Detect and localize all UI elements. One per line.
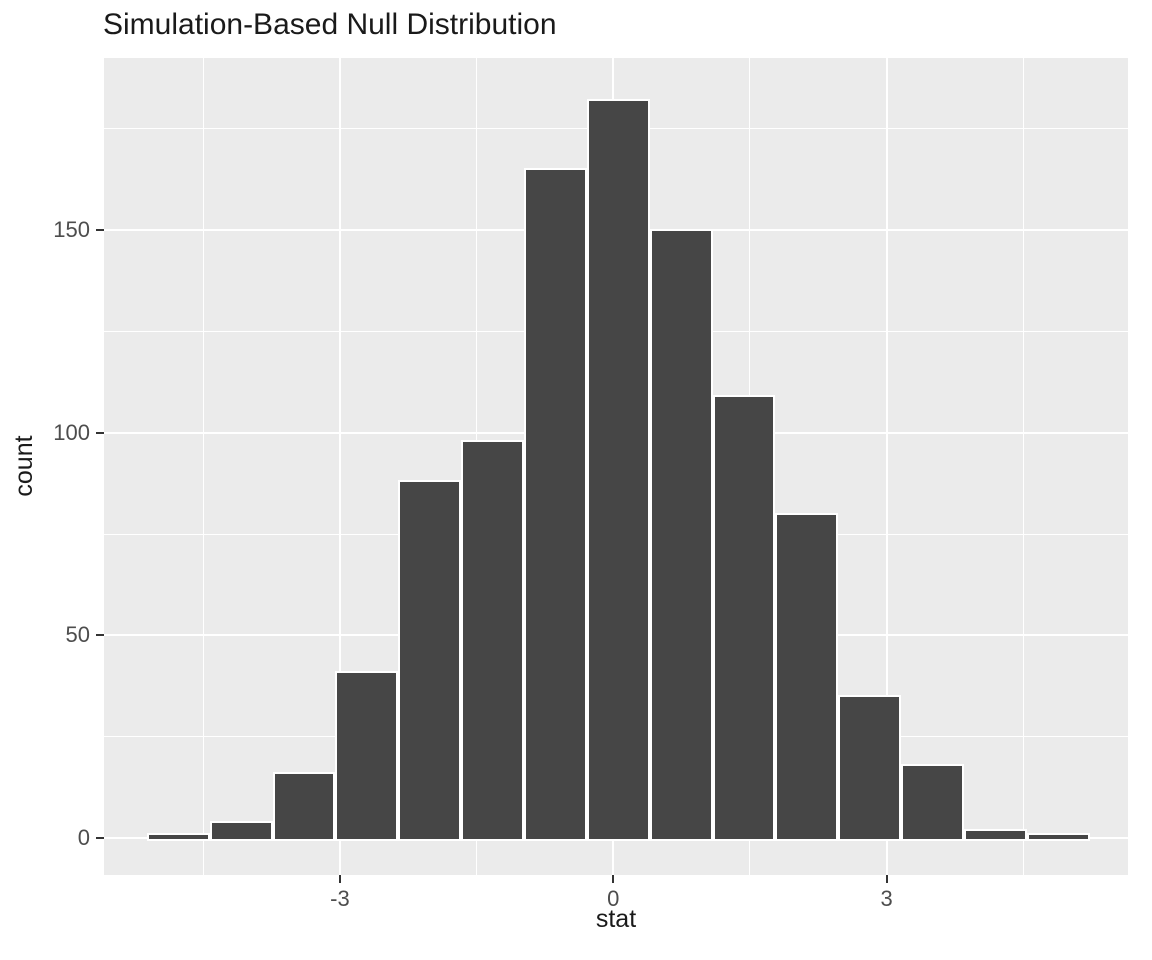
histogram-bar (775, 512, 839, 841)
y-axis-tick-label: 150 (53, 216, 90, 242)
y-axis-tick-label: 100 (53, 419, 90, 445)
x-axis-title: stat (595, 905, 637, 933)
y-axis-tick (96, 837, 104, 840)
histogram-bar (964, 828, 1027, 841)
histogram-bar (461, 439, 524, 841)
histogram-bar (523, 168, 587, 841)
histogram-bar (712, 395, 776, 841)
plot-title: Simulation-Based Null Distribution (103, 8, 557, 41)
histogram-bar (1026, 833, 1090, 841)
x-axis-tick (885, 875, 888, 883)
histogram-bar (209, 820, 273, 841)
x-axis-tick (338, 875, 341, 883)
y-axis-tick (96, 228, 104, 231)
histogram-bar (146, 833, 210, 841)
y-axis-tick-label: 0 (77, 825, 90, 851)
x-axis-tick-label: -3 (330, 886, 350, 911)
gridline-x-minor (202, 58, 204, 875)
histogram-bar (586, 99, 650, 841)
x-axis-tick (612, 875, 615, 883)
histogram-bar (649, 228, 713, 841)
y-axis-tick (96, 634, 104, 637)
y-axis-title: count (10, 435, 38, 497)
x-axis-tick-label: 3 (880, 886, 893, 911)
histogram-bar (838, 695, 902, 841)
histogram-bar (901, 764, 964, 841)
histogram-bar (398, 480, 462, 841)
histogram-bar (335, 670, 399, 841)
y-axis-tick (96, 431, 104, 434)
gridline-x-major (338, 58, 341, 875)
plot-panel (104, 58, 1128, 875)
gridline-x-major (885, 58, 888, 875)
x-axis-tick-label: 0 (607, 886, 620, 911)
y-axis-tick-label: 50 (65, 622, 90, 648)
gridline-x-minor (1022, 58, 1024, 875)
histogram-bar (272, 772, 336, 841)
